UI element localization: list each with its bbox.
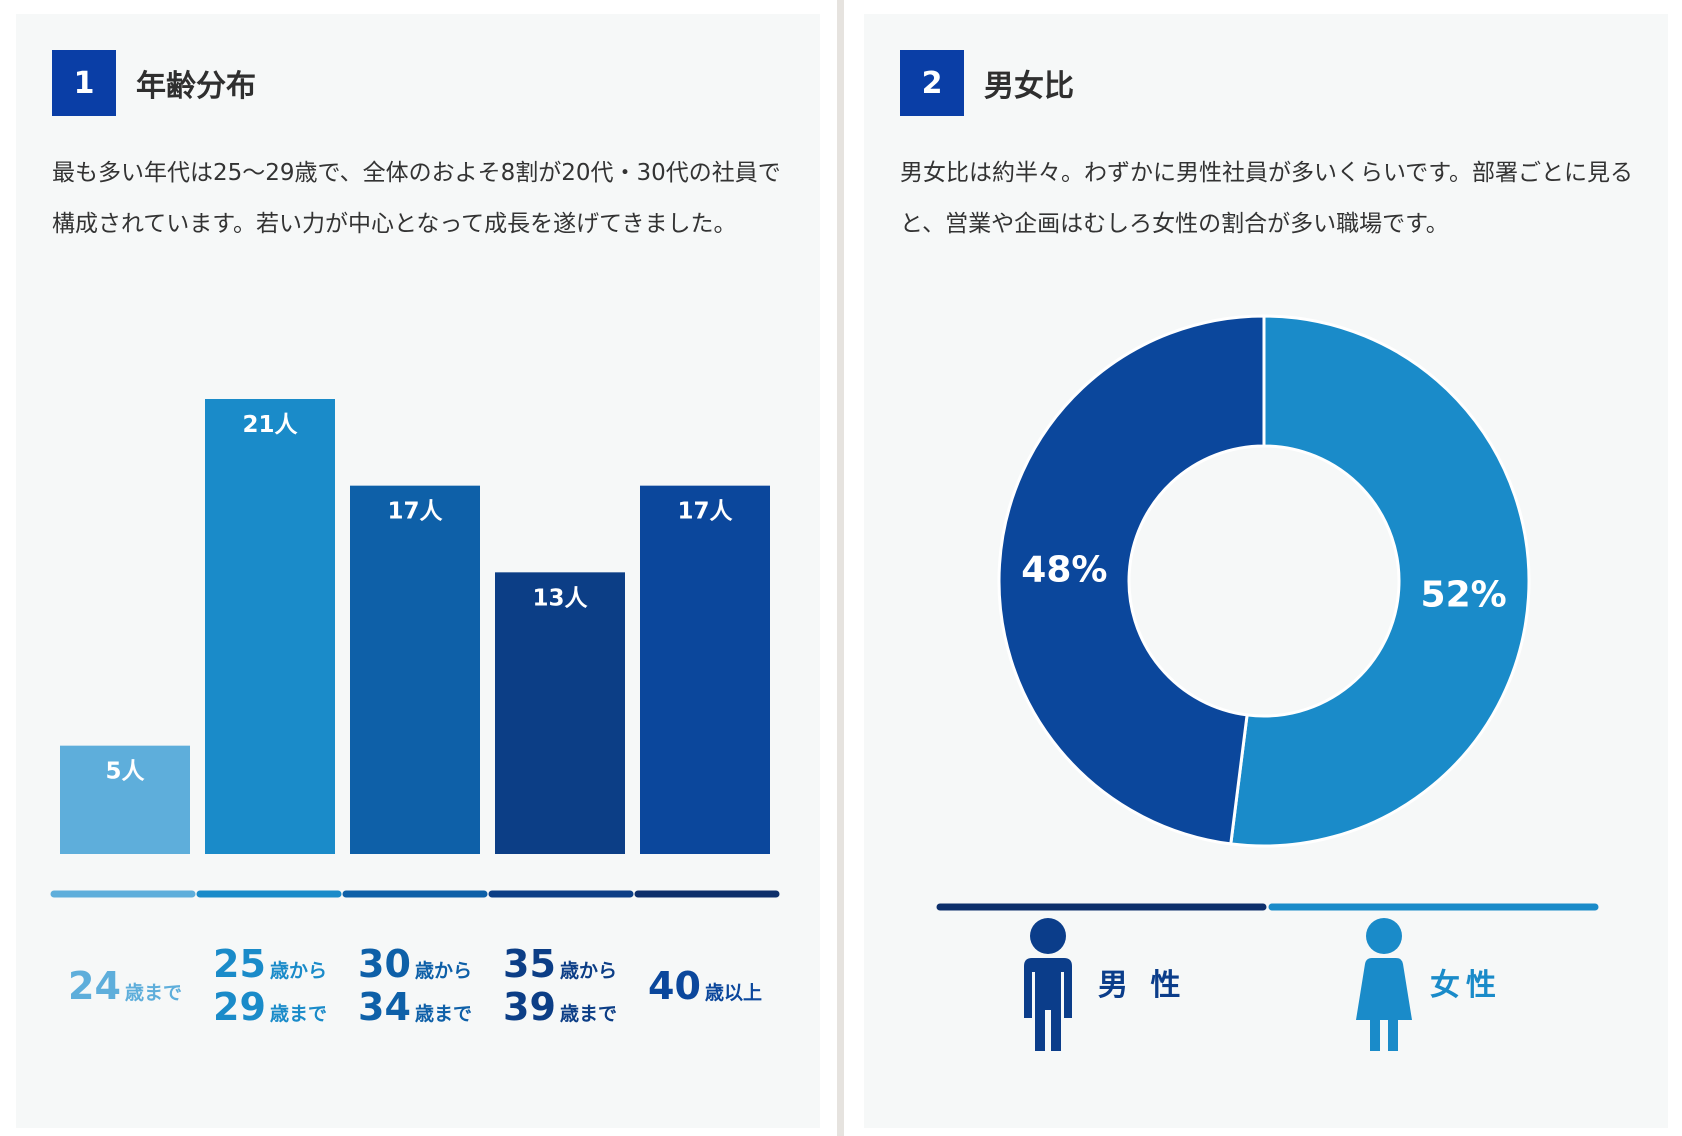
bar-value-label: 17人 <box>677 499 733 525</box>
bar-4 <box>495 572 625 854</box>
bar-value-label: 5人 <box>105 759 145 785</box>
gender-section-title: 男女比 <box>984 69 1074 104</box>
bar-1 <box>60 745 190 854</box>
category-age-suffix: 歳から <box>415 960 472 982</box>
bar-3 <box>350 485 480 854</box>
donut-slice-female <box>1229 314 1531 848</box>
section-number-badge: 2 <box>900 50 964 116</box>
age-section-title: 年齢分布 <box>136 69 256 104</box>
category-label: 40 歳以上 <box>648 964 762 1008</box>
bar-value-label: 17人 <box>387 499 443 525</box>
category-age-number: 39 <box>503 985 556 1029</box>
legend-female-label: 女性 <box>1430 968 1502 1003</box>
category-age-suffix: 歳まで <box>125 982 182 1004</box>
category-age-number: 40 <box>648 964 701 1008</box>
category-label-line: 34 歳まで <box>358 985 472 1029</box>
donut-slice-male <box>997 314 1266 846</box>
bar-value-label: 21人 <box>242 412 298 438</box>
category-label-line: 35 歳から <box>503 942 617 986</box>
category-age-suffix: 歳まで <box>560 1003 617 1025</box>
category-age-suffix: 歳まで <box>270 1003 327 1025</box>
category-age-suffix: 歳以上 <box>705 982 762 1004</box>
male-figure-icon <box>1024 918 1072 1051</box>
category-label-line: 24 歳まで <box>68 964 182 1008</box>
category-age-number: 34 <box>358 985 411 1029</box>
donut-value-label: 48% <box>1021 549 1107 590</box>
gender-heading: 2 男女比 <box>900 50 1074 116</box>
age-description: 最も多い年代は25〜29歳で、全体のおよそ8割が20代・30代の社員で構成されて… <box>52 160 781 237</box>
category-age-suffix: 歳から <box>270 960 327 982</box>
bar-5 <box>640 485 770 854</box>
gender-donut-chart: 52% 48% <box>936 314 1599 1051</box>
gender-ratio-panel: 2 男女比 男女比は約半々。わずかに男性社員が多いくらいです。部署ごとに見ると、… <box>864 14 1668 1128</box>
category-label-line: 30 歳から <box>358 942 472 986</box>
category-label-line: 40 歳以上 <box>648 964 762 1008</box>
bar-2 <box>205 399 335 854</box>
category-age-number: 25 <box>213 942 266 986</box>
age-distribution-panel: 1 年齢分布 最も多い年代は25〜29歳で、全体のおよそ8割が20代・30代の社… <box>16 14 820 1128</box>
age-heading: 1 年齢分布 <box>52 50 256 116</box>
category-age-suffix: 歳まで <box>415 1003 472 1025</box>
donut-value-label: 52% <box>1421 575 1507 616</box>
category-label-line: 25 歳から <box>213 942 327 986</box>
category-label: 24 歳まで <box>68 964 182 1008</box>
category-age-number: 24 <box>68 964 121 1008</box>
female-figure-icon <box>1356 918 1412 1051</box>
bar-value-label: 13人 <box>532 585 588 611</box>
section-number-badge: 1 <box>52 50 116 116</box>
category-age-number: 30 <box>358 942 411 986</box>
category-age-suffix: 歳から <box>560 960 617 982</box>
legend-male-label: 男 性 <box>1098 968 1187 1003</box>
category-age-number: 29 <box>213 985 266 1029</box>
panel-divider <box>837 0 844 1136</box>
category-label-line: 39 歳まで <box>503 985 617 1029</box>
category-age-number: 35 <box>503 942 556 986</box>
gender-description: 男女比は約半々。わずかに男性社員が多いくらいです。部署ごとに見ると、営業や企画は… <box>900 160 1634 237</box>
category-label-line: 29 歳まで <box>213 985 327 1029</box>
